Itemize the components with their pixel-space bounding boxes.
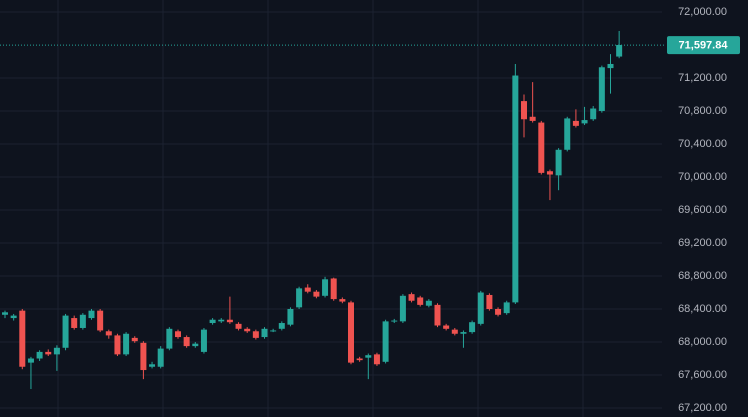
candle-body [408, 294, 415, 301]
candle-body [564, 118, 571, 150]
candle-body [365, 355, 372, 358]
candle-body [105, 331, 112, 336]
candle-body [192, 343, 199, 347]
candle-body [538, 122, 545, 173]
candle-body [434, 304, 441, 326]
candle-body [391, 320, 398, 322]
y-tick-label: 67,600.00 [678, 369, 727, 381]
candle-body [477, 292, 484, 324]
candle-body [572, 120, 579, 126]
candle-body [261, 328, 268, 338]
candle-body [53, 347, 60, 355]
y-tick-label: 69,600.00 [678, 204, 727, 216]
time-grid [57, 0, 584, 417]
candle-body [278, 323, 285, 329]
candle-body [598, 67, 605, 111]
candle-body [123, 333, 130, 355]
candle-body [62, 315, 69, 348]
candle-body [296, 288, 303, 308]
candle-body [114, 335, 121, 355]
candle-body [19, 310, 26, 367]
candle-body [313, 291, 320, 297]
y-tick-label: 68,400.00 [678, 303, 727, 315]
candle-body [382, 321, 389, 362]
candle-body [183, 337, 190, 347]
candle-body [339, 299, 346, 302]
candle-body [27, 358, 34, 363]
candle-body [71, 318, 78, 328]
y-tick-label: 71,200.00 [678, 72, 727, 84]
y-tick-label: 70,000.00 [678, 171, 727, 183]
candle-body [469, 322, 476, 333]
candle-body [45, 351, 52, 355]
candle-body [616, 45, 623, 57]
candle-body [512, 75, 519, 303]
candle-body [546, 171, 553, 175]
y-tick-label: 68,000.00 [678, 336, 727, 348]
candle-body [140, 342, 147, 371]
last-price-badge [667, 36, 740, 55]
y-tick-label: 70,400.00 [678, 138, 727, 150]
candle-body [486, 294, 493, 309]
candle-body [425, 300, 432, 306]
candle-body [200, 329, 207, 352]
last-price-label: 71,597.84 [679, 40, 729, 52]
candle-body [399, 295, 406, 322]
candle-body [252, 331, 259, 338]
candle-body [503, 302, 510, 314]
candle-body [581, 120, 588, 124]
candle-body [356, 358, 363, 361]
candle-body [149, 364, 156, 367]
y-tick-label: 70,800.00 [678, 105, 727, 117]
candle-body [88, 310, 95, 319]
candle-body [97, 310, 104, 331]
candle-body [244, 328, 251, 332]
y-tick-label: 72,000.00 [678, 6, 727, 18]
candle-body [555, 149, 562, 176]
candle-body [304, 287, 311, 292]
y-tick-label: 67,200.00 [678, 402, 727, 414]
candle-body [287, 309, 294, 325]
candle-body [590, 108, 597, 120]
candle-body [36, 351, 43, 359]
candle-body [521, 101, 527, 120]
candle-body [2, 312, 8, 315]
candle-body [235, 323, 242, 329]
candle-body [373, 354, 380, 365]
candle-body [209, 319, 216, 324]
y-tick-label: 68,800.00 [678, 270, 727, 282]
candle-body [348, 302, 354, 363]
candle-body [607, 63, 614, 69]
candle-body [322, 279, 329, 296]
candle-body [166, 328, 173, 349]
candle-body [175, 331, 181, 338]
candle-body [451, 329, 458, 334]
candle-body [443, 325, 450, 329]
candle-body [495, 309, 502, 315]
candle-body [131, 337, 138, 342]
candle-body [330, 278, 337, 300]
candle-body [270, 330, 277, 332]
candle-body [417, 297, 424, 305]
candle-body [460, 332, 467, 334]
candle-body [226, 319, 233, 323]
candle-body [218, 319, 225, 322]
candle-body [529, 116, 536, 121]
candle-body [10, 315, 17, 319]
y-tick-label: 69,200.00 [678, 237, 727, 249]
candle-body [79, 314, 86, 328]
candle-body [157, 348, 164, 367]
